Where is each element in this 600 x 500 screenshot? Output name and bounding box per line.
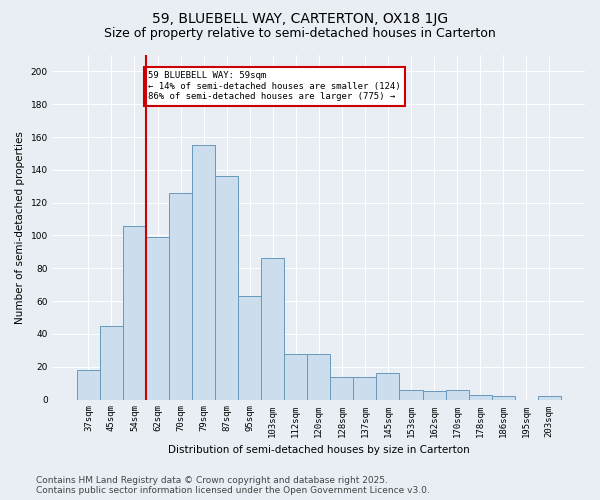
Bar bbox=[446, 390, 469, 400]
Bar bbox=[491, 396, 515, 400]
Bar bbox=[192, 145, 215, 400]
Text: 59 BLUEBELL WAY: 59sqm
← 14% of semi-detached houses are smaller (124)
86% of se: 59 BLUEBELL WAY: 59sqm ← 14% of semi-det… bbox=[148, 72, 401, 101]
Text: Size of property relative to semi-detached houses in Carterton: Size of property relative to semi-detach… bbox=[104, 28, 496, 40]
Bar bbox=[422, 392, 446, 400]
Bar bbox=[169, 193, 192, 400]
Bar bbox=[469, 394, 491, 400]
Bar bbox=[100, 326, 123, 400]
Bar bbox=[123, 226, 146, 400]
Bar bbox=[77, 370, 100, 400]
Bar bbox=[261, 258, 284, 400]
X-axis label: Distribution of semi-detached houses by size in Carterton: Distribution of semi-detached houses by … bbox=[168, 445, 470, 455]
Bar bbox=[538, 396, 561, 400]
Bar bbox=[307, 354, 331, 400]
Bar bbox=[284, 354, 307, 400]
Bar bbox=[353, 376, 376, 400]
Bar bbox=[215, 176, 238, 400]
Text: 59, BLUEBELL WAY, CARTERTON, OX18 1JG: 59, BLUEBELL WAY, CARTERTON, OX18 1JG bbox=[152, 12, 448, 26]
Bar bbox=[376, 374, 400, 400]
Bar bbox=[146, 237, 169, 400]
Bar bbox=[400, 390, 422, 400]
Bar bbox=[331, 376, 353, 400]
Bar bbox=[238, 296, 261, 400]
Y-axis label: Number of semi-detached properties: Number of semi-detached properties bbox=[15, 131, 25, 324]
Text: Contains HM Land Registry data © Crown copyright and database right 2025.
Contai: Contains HM Land Registry data © Crown c… bbox=[36, 476, 430, 495]
